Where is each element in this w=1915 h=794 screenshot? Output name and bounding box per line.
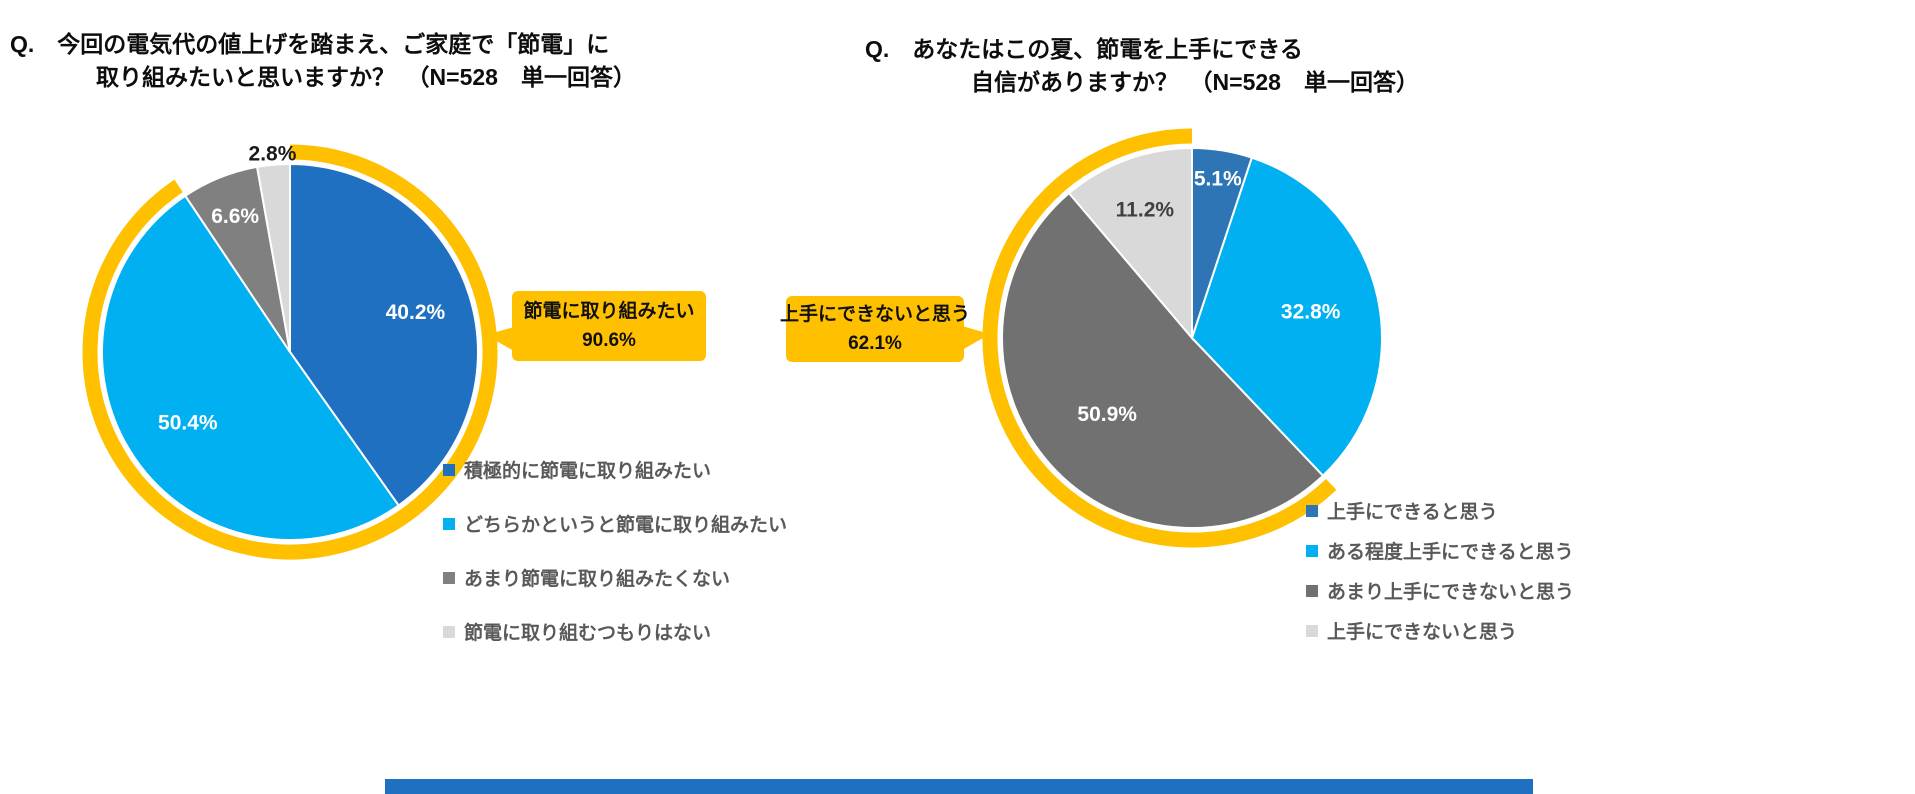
right-callout-value: 62.1% [848, 333, 902, 354]
highlight-arc [82, 144, 498, 560]
right-chart-title-line2: 自信がありますか？ （N=528 単一回答） [971, 69, 1419, 96]
legend-swatch-icon [443, 625, 455, 638]
legend-label: 上手にできないと思う [1327, 622, 1518, 643]
pie-slice-1 [1190, 156, 1383, 478]
left-chart-title-line1: Q. 今回の電気代の値上げを踏まえ、ご家庭で「節電」に [10, 31, 610, 57]
highlight-arc [982, 128, 1337, 548]
legend-item: どちらかというと節電に取り組みたい [443, 510, 787, 537]
legend-label: 上手にできると思う [1327, 502, 1498, 523]
left-legend: 積極的に節電に取り組みたいどちらかというと節電に取り組みたい あまり節電に取り組み… [443, 456, 787, 645]
footer-bar [385, 779, 1533, 794]
legend-label: 積極的に節電に取り組みたい [464, 461, 712, 482]
legend-swatch-icon [1306, 584, 1318, 597]
slice-value-label: 2.8% [249, 142, 297, 165]
left-chart-title-line2: 取り組みたいと思いますか？ （N=528 単一回答） [96, 64, 636, 91]
legend-swatch-icon [1306, 544, 1318, 557]
right-callout-label: 上手にできないと思う [780, 303, 971, 325]
legend-item: 積極的に節電に取り組みたい [443, 456, 787, 483]
slice-value-label: 50.4% [158, 411, 218, 434]
right-chart-title: Q. あなたはこの夏、節電を上手にできる 自信がありますか？ （N=528 単一… [865, 33, 1525, 100]
legend-swatch-icon [1306, 504, 1318, 517]
slice-value-label: 40.2% [386, 301, 446, 324]
slice-value-label: 50.9% [1077, 403, 1137, 426]
legend-label: ある程度上手にできると思う [1327, 542, 1574, 563]
pie-slice-1 [101, 194, 400, 541]
slice-value-label: 6.6% [211, 205, 259, 228]
slice-value-label: 11.2% [1116, 199, 1175, 222]
left-pie-chart: 40.2% 50.4% 6.6% 2.8% [82, 142, 498, 560]
legend-item: あまり節電に取り組みたくない [443, 564, 787, 591]
legend-item: 節電に取り組むつもりはない [443, 618, 787, 645]
left-callout: 節電に取り組みたい 90.6% [486, 291, 706, 361]
legend-item: あまり上手にできないと思う [1306, 577, 1574, 604]
legend-item: ある程度上手にできると思う [1306, 537, 1574, 564]
legend-swatch-icon [443, 463, 455, 476]
legend-label: あまり上手にできないと思う [1327, 582, 1575, 603]
legend-swatch-icon [443, 517, 455, 530]
legend-item: 上手にできると思う [1306, 497, 1574, 524]
legend-label: 節電に取り組むつもりはない [464, 623, 712, 644]
pie-slice-3 [1067, 146, 1193, 341]
left-callout-value: 90.6% [582, 330, 636, 351]
legend-swatch-icon [1306, 624, 1318, 637]
legend-label: あまり節電に取り組みたくない [464, 569, 731, 590]
right-legend: 上手にできると思うある程度上手にできると思う あまり上手にできないと思う 上手にでき… [1306, 497, 1574, 644]
left-callout-tail-icon [486, 327, 514, 351]
pie-slice-0 [289, 162, 479, 507]
slice-value-label: 32.8% [1281, 300, 1341, 323]
left-callout-label: 節電に取り組みたい [523, 300, 695, 322]
legend-item: 上手にできないと思う [1306, 617, 1574, 644]
legend-label: どちらかというと節電に取り組みたい [464, 515, 788, 536]
right-chart-title-line1: Q. あなたはこの夏、節電を上手にできる [865, 36, 1303, 62]
slice-value-label: 5.1% [1194, 168, 1242, 191]
legend-swatch-icon [443, 571, 455, 584]
pie-slice-2 [1001, 191, 1325, 529]
pie-slice-3 [255, 162, 291, 353]
right-callout-tail-icon [962, 326, 990, 350]
left-chart-title: Q. 今回の電気代の値上げを踏まえ、ご家庭で「節電」に 取り組みたいと思いますか… [10, 28, 722, 95]
right-callout: 上手にできないと思う 62.1% [780, 296, 990, 362]
right-pie-chart: 5.1% 32.8% 50.9% 11.2% [982, 128, 1383, 548]
